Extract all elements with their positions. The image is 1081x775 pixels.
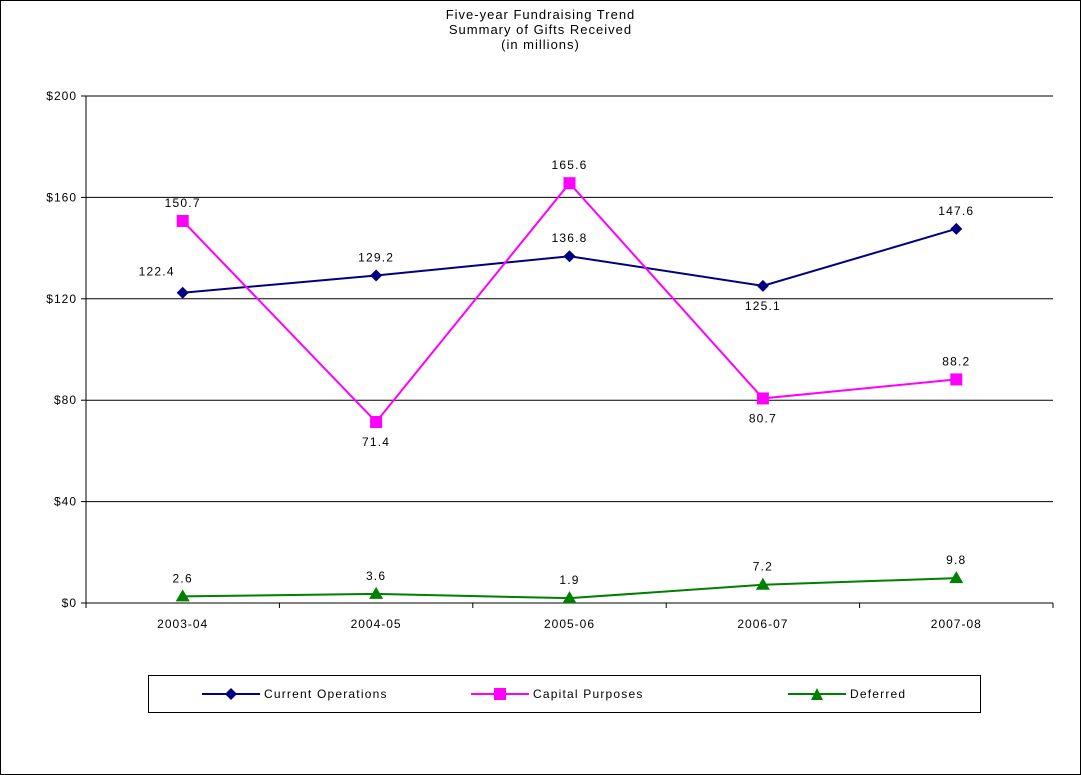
data-point-diamond <box>176 286 189 299</box>
data-point-triangle <box>949 571 964 584</box>
data-point-diamond <box>563 250 576 263</box>
y-tick-label: $160 <box>46 190 77 204</box>
x-tick-label: 2004-05 <box>351 617 402 631</box>
chart-legend: Current Operations Capital Purposes Defe… <box>148 675 981 713</box>
data-label: 80.7 <box>749 411 777 425</box>
data-point-triangle <box>755 577 770 590</box>
data-point-square <box>176 214 189 227</box>
data-point-square <box>563 177 576 190</box>
x-tick-label: 2006-07 <box>737 617 788 631</box>
y-tick-label: $200 <box>46 89 77 103</box>
legend-item-deferred: Deferred <box>788 676 906 712</box>
data-point-triangle <box>369 586 384 599</box>
data-label: 136.8 <box>551 231 587 245</box>
chart-title-line-2: Summary of Gifts Received <box>448 22 633 37</box>
y-tick-label: $80 <box>54 393 77 407</box>
x-tick-label: 2005-06 <box>544 617 595 631</box>
legend-marker-diamond-icon <box>202 688 260 700</box>
data-point-diamond <box>370 269 383 282</box>
data-label: 9.8 <box>946 553 966 567</box>
data-label: 129.2 <box>358 250 394 264</box>
data-point-square <box>756 392 769 405</box>
legend-marker-square-icon <box>471 688 529 700</box>
data-label: 165.6 <box>551 158 587 172</box>
chart-title-line-1: Five-year Fundraising Trend <box>445 7 636 22</box>
data-label: 3.6 <box>366 569 386 583</box>
y-tick-label: $40 <box>54 495 77 509</box>
data-label: 122.4 <box>139 265 175 279</box>
x-tick-label: 2003-04 <box>157 617 208 631</box>
data-label: 2.6 <box>173 571 193 585</box>
legend-marker-triangle-icon <box>788 688 846 700</box>
data-label: 1.9 <box>559 573 579 587</box>
y-tick-label: $0 <box>62 596 77 610</box>
data-label: 150.7 <box>165 196 201 210</box>
data-point-square <box>370 416 383 429</box>
y-tick-label: $120 <box>46 292 77 306</box>
legend-item-current-operations: Current Operations <box>202 676 388 712</box>
series-line-1 <box>181 181 957 424</box>
data-point-diamond <box>756 279 769 292</box>
x-tick-label: 2007-08 <box>931 617 982 631</box>
data-point-square <box>950 373 963 386</box>
legend-item-capital-purposes: Capital Purposes <box>471 676 644 712</box>
legend-label-current-operations: Current Operations <box>264 687 388 701</box>
data-point-triangle <box>562 591 577 604</box>
data-point-triangle <box>175 589 190 602</box>
data-point-diamond <box>950 222 963 235</box>
data-label: 88.2 <box>942 354 970 368</box>
data-label: 71.4 <box>362 435 390 449</box>
legend-label-capital-purposes: Capital Purposes <box>533 687 644 701</box>
chart-title-line-3: (in millions) <box>501 37 580 52</box>
data-label: 147.6 <box>938 204 974 218</box>
legend-label-deferred: Deferred <box>850 687 907 701</box>
data-label: 125.1 <box>745 299 781 313</box>
data-label: 7.2 <box>753 560 773 574</box>
